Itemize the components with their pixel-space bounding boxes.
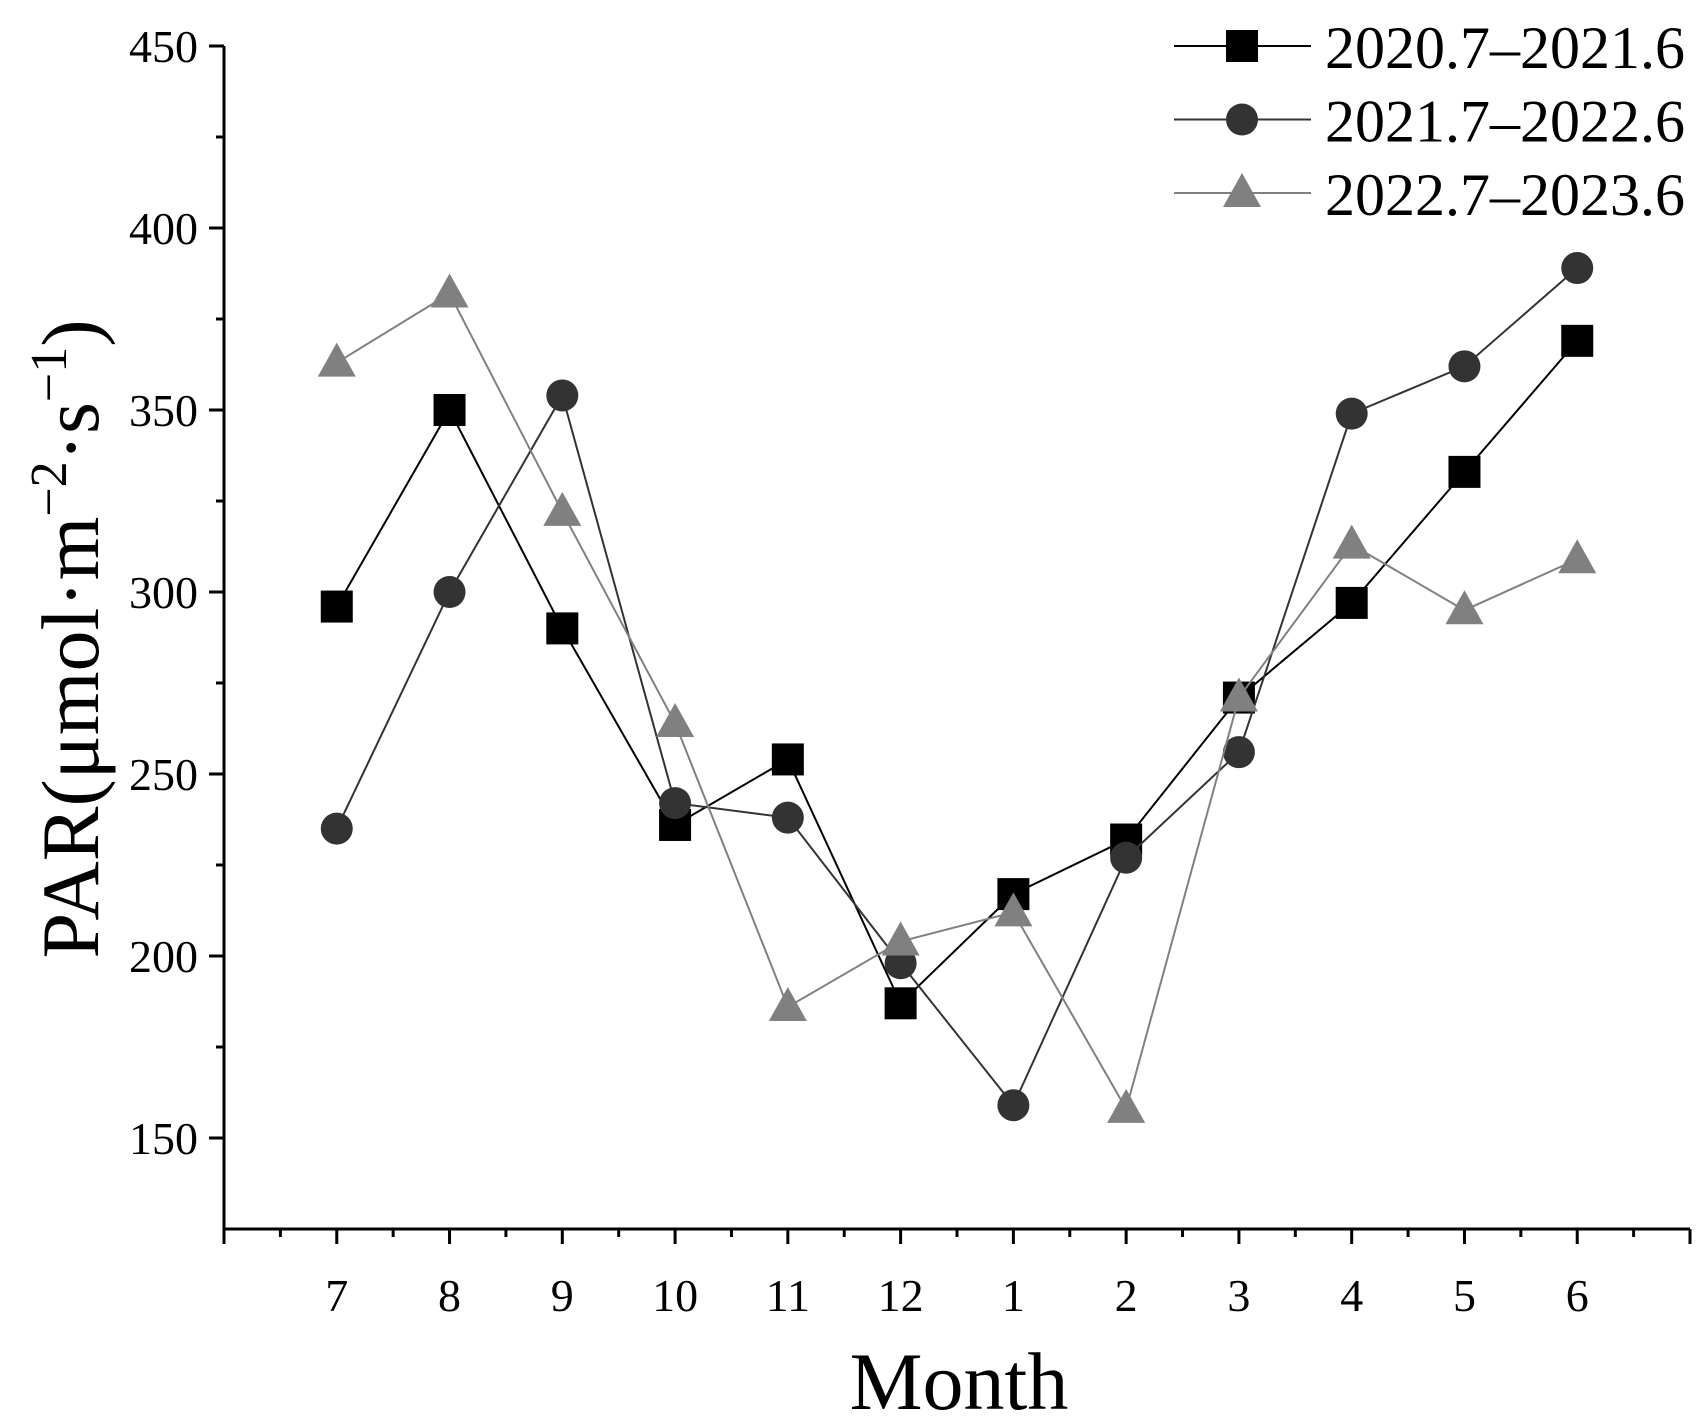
x-tick-label: 3	[1227, 1270, 1250, 1321]
series-2	[320, 252, 1594, 1122]
data-point-circle	[997, 1089, 1030, 1122]
legend-marker-triangle	[1223, 173, 1261, 207]
data-point-triangle	[430, 273, 469, 308]
x-tick-label: 1	[1002, 1270, 1025, 1321]
x-tick-label: 7	[325, 1270, 348, 1321]
data-point-triangle	[1445, 590, 1484, 625]
plot-area	[317, 252, 1597, 1123]
data-point-triangle	[994, 892, 1033, 927]
y-tick-label: 450	[129, 21, 198, 72]
legend-marker-circle	[1226, 103, 1258, 136]
series-line	[335, 267, 1578, 1108]
data-point-circle	[1222, 736, 1255, 769]
data-point-square	[433, 394, 466, 426]
legend: 2020.7–2021.6 2021.7–2022.6 2022.7–2023.6	[1174, 15, 1685, 228]
x-tick-label: 9	[551, 1270, 574, 1321]
x-tick-label: 10	[652, 1270, 698, 1321]
data-point-square	[546, 612, 579, 645]
data-point-square	[884, 987, 917, 1020]
legend-marker-square	[1226, 30, 1258, 62]
y-tick-label: 250	[129, 749, 198, 800]
y-tick-label: 300	[129, 567, 198, 618]
y-axis-label-mid: ·s	[25, 402, 116, 461]
y-axis-label-sup1: −2	[21, 461, 78, 516]
data-point-circle	[1110, 841, 1143, 874]
x-tick-label: 4	[1340, 1270, 1363, 1321]
x-tick-label: 12	[878, 1270, 924, 1321]
data-point-circle	[1561, 252, 1594, 285]
data-point-triangle	[656, 703, 695, 738]
series-line	[335, 340, 1578, 1006]
y-axis-label-sup2: −1	[21, 347, 78, 402]
x-axis-label: Month	[850, 1336, 1069, 1419]
data-point-square	[1335, 586, 1368, 619]
series-line	[336, 292, 1578, 1112]
data-point-triangle	[1107, 1088, 1146, 1123]
y-axis-label: PAR(μmol·m−2·s−1)	[21, 319, 116, 958]
legend-entry-2: 2021.7–2022.6	[1174, 89, 1685, 155]
y-tick-label: 350	[129, 385, 198, 436]
series-1	[320, 324, 1594, 1020]
data-point-circle	[433, 576, 466, 608]
y-tick-label: 150	[129, 1113, 198, 1164]
data-point-circle	[659, 787, 692, 820]
data-point-circle	[320, 812, 353, 845]
data-point-triangle	[1219, 677, 1258, 712]
data-point-triangle	[543, 491, 582, 526]
data-point-triangle	[317, 342, 356, 377]
x-tick-label: 6	[1566, 1270, 1589, 1321]
data-point-circle	[1335, 397, 1368, 430]
legend-label: 2021.7–2022.6	[1325, 89, 1685, 155]
data-point-square	[1561, 324, 1594, 357]
x-tick-label: 11	[766, 1270, 810, 1321]
x-tick-label: 5	[1453, 1270, 1476, 1321]
data-point-circle	[1448, 350, 1481, 383]
data-point-triangle	[1558, 539, 1597, 574]
data-point-square	[320, 590, 353, 623]
data-point-square	[771, 743, 804, 776]
data-point-triangle	[1332, 524, 1371, 559]
series-3	[317, 273, 1597, 1123]
legend-entry-3: 2022.7–2023.6	[1174, 162, 1685, 228]
data-point-square	[1448, 455, 1481, 488]
data-point-circle	[771, 801, 804, 834]
x-tick-label: 8	[438, 1270, 461, 1321]
y-tick-label: 400	[129, 203, 198, 254]
data-point-triangle	[881, 921, 920, 956]
x-tick-label: 2	[1115, 1270, 1138, 1321]
data-point-triangle	[768, 986, 807, 1021]
data-point-circle	[546, 379, 579, 412]
y-axis-label-end: )	[25, 319, 116, 346]
legend-label: 2020.7–2021.6	[1325, 15, 1685, 81]
y-tick-label: 200	[129, 931, 198, 982]
y-axis-label-main: PAR(μmol·m	[25, 517, 116, 959]
legend-entry-1: 2020.7–2021.6	[1174, 15, 1685, 81]
legend-label: 2022.7–2023.6	[1325, 162, 1685, 228]
